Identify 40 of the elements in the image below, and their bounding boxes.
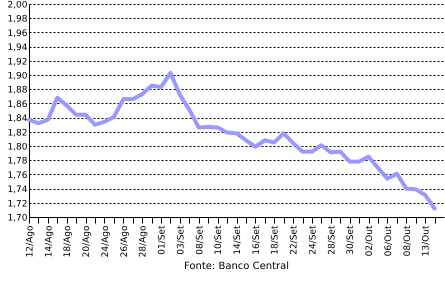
x-tick-label: 01/Set (158, 225, 168, 255)
x-tick-label: 18/Ago (63, 225, 74, 258)
x-tick-label: 13/Out (422, 225, 432, 256)
x-tick-label: 12/Ago (26, 225, 36, 258)
y-tick-label: 1,84 (7, 114, 28, 124)
y-tick-label: 1,88 (7, 86, 28, 96)
x-tick-label: 14/Set (233, 225, 243, 255)
y-tick-label: 1,74 (7, 185, 28, 196)
x-tick-label: 06/Out (384, 225, 394, 256)
x-tick-label: 24/Ago (100, 225, 111, 258)
y-tick-label: 1,70 (7, 214, 28, 224)
x-tick-label: 18/Set (270, 225, 281, 255)
x-tick-label: 28/Ago (138, 225, 149, 258)
x-tick-label: 02/Out (365, 225, 376, 256)
line-series (27, 70, 437, 210)
y-tick-label: 1,80 (7, 142, 28, 152)
x-tick-label: 28/Set (327, 225, 338, 255)
y-tick-label: 1,96 (7, 28, 28, 39)
y-tick-label: 1,92 (7, 57, 28, 68)
x-tick-label: 20/Ago (82, 225, 92, 258)
x-tick-label: 30/Set (346, 225, 356, 255)
x-tick-label: 22/Set (290, 225, 300, 255)
x-tick-label: 03/Set (176, 225, 186, 255)
x-tick-label: 08/Set (195, 225, 206, 255)
x-tick-label: 24/Set (308, 225, 318, 255)
x-tick-label: 14/Ago (44, 225, 54, 258)
y-tick-label: 1,94 (7, 43, 28, 54)
y-tick-label: 1,98 (7, 14, 28, 25)
y-tick-label: 2,00 (7, 0, 28, 10)
y-tick-label: 1,82 (7, 128, 28, 138)
x-tick-label: 08/Out (402, 225, 413, 256)
x-tick-label: 10/Set (214, 225, 224, 255)
y-tick-label: 1,78 (7, 156, 28, 167)
y-tick-label: 1,72 (7, 199, 28, 210)
x-tick-label: 16/Set (252, 225, 262, 255)
source-note: Fonte: Banco Central (184, 260, 290, 272)
x-tick-label: 26/Ago (120, 225, 130, 258)
y-tick-label: 1,86 (7, 100, 28, 110)
y-tick-label: 1,76 (7, 170, 28, 181)
y-tick-label: 1,90 (7, 72, 28, 82)
